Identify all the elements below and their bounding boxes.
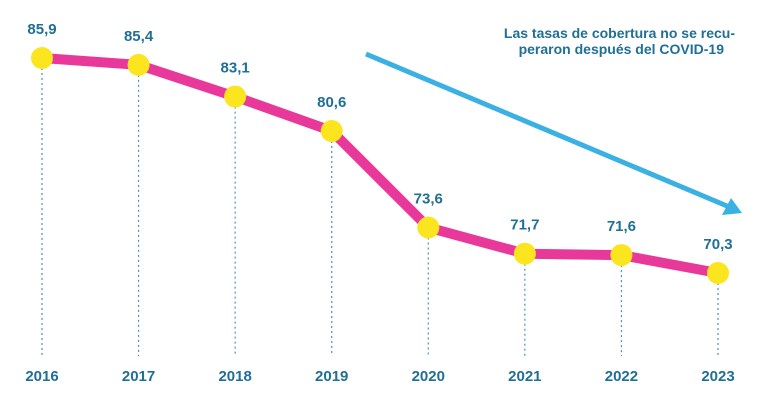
trend-arrow-shaft — [365, 51, 728, 209]
value-labels: 85,9 85,4 83,1 80,6 73,6 71,7 71,6 70,3 — [27, 21, 732, 253]
value-label: 71,6 — [607, 218, 636, 235]
value-label: 85,9 — [27, 21, 56, 38]
year-label: 2018 — [218, 368, 251, 385]
year-label: 2019 — [315, 368, 348, 385]
data-point — [610, 244, 633, 267]
year-label: 2022 — [605, 368, 638, 385]
trend-arrow — [365, 51, 742, 215]
value-label: 80,6 — [317, 94, 346, 111]
value-label: 85,4 — [124, 28, 154, 45]
data-point — [127, 53, 150, 76]
annotation-line-2: peraron después del COVID-19 — [519, 41, 725, 57]
data-point — [417, 216, 440, 239]
value-label: 73,6 — [414, 191, 443, 208]
year-label: 2023 — [701, 368, 734, 385]
year-label: 2021 — [508, 368, 541, 385]
data-point — [224, 85, 247, 108]
data-point — [320, 120, 343, 143]
series-line — [37, 53, 723, 278]
year-label: 2016 — [25, 368, 58, 385]
year-labels: 2016 2017 2018 2019 2020 2021 2022 2023 — [25, 368, 734, 385]
year-label: 2020 — [412, 368, 445, 385]
value-label: 83,1 — [221, 60, 250, 77]
year-label: 2017 — [122, 368, 155, 385]
drop-lines — [41, 58, 719, 356]
value-label: 70,3 — [703, 236, 732, 253]
annotation-line-1: Las tasas de cobertura no se recu- — [504, 25, 735, 41]
point-markers — [31, 47, 729, 284]
trend-arrow-head — [722, 198, 742, 215]
value-label: 71,7 — [510, 217, 539, 234]
data-point — [707, 262, 729, 284]
data-point — [31, 47, 53, 69]
data-point — [513, 242, 536, 265]
